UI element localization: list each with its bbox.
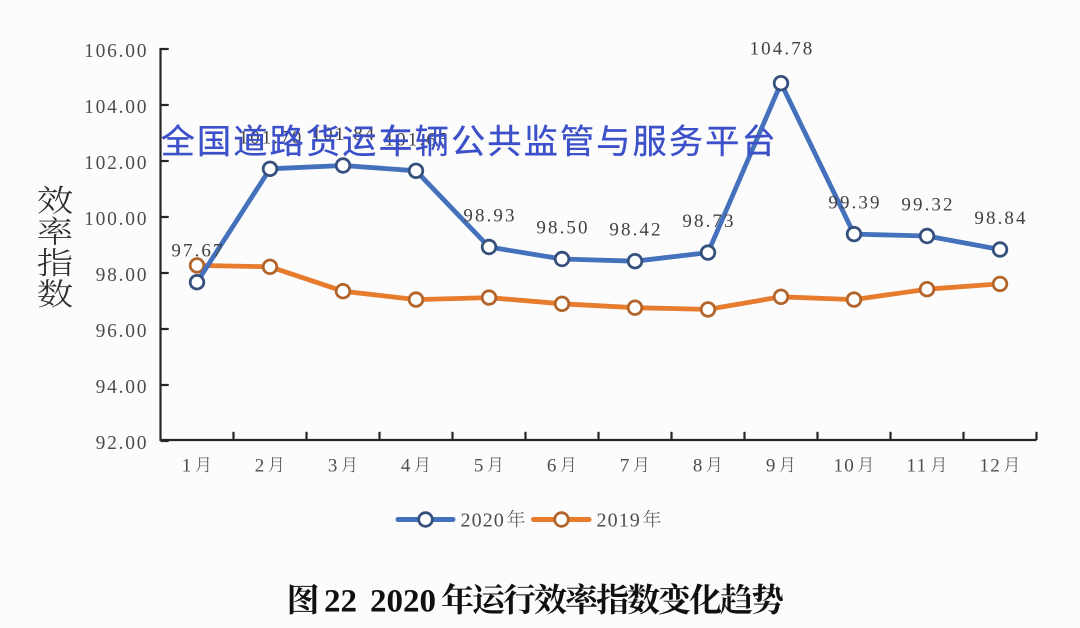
svg-text:99.39: 99.39	[828, 193, 881, 214]
svg-text:104.00: 104.00	[84, 97, 148, 118]
svg-text:22: 22	[324, 584, 357, 620]
svg-text:98.84: 98.84	[974, 208, 1027, 229]
svg-text:9: 9	[766, 456, 777, 477]
svg-text:12: 12	[980, 456, 1002, 477]
svg-text:97.67: 97.67	[171, 241, 224, 262]
svg-text:98.00: 98.00	[96, 265, 149, 286]
svg-text:106.00: 106.00	[84, 41, 148, 62]
svg-text:98.93: 98.93	[463, 206, 516, 227]
svg-text:3: 3	[328, 456, 339, 477]
svg-text:2: 2	[255, 456, 266, 477]
svg-text:5: 5	[474, 456, 485, 477]
svg-text:100.00: 100.00	[84, 209, 148, 230]
svg-text:4: 4	[401, 456, 412, 477]
svg-text:7: 7	[620, 456, 631, 477]
svg-text:6: 6	[547, 456, 558, 477]
svg-text:92.00: 92.00	[96, 433, 149, 454]
svg-text:94.00: 94.00	[96, 377, 149, 398]
svg-text:8: 8	[693, 456, 704, 477]
svg-text:98.42: 98.42	[609, 220, 662, 241]
svg-text:104.78: 104.78	[750, 39, 815, 60]
svg-text:11: 11	[907, 456, 928, 477]
svg-text:2020: 2020	[370, 584, 436, 620]
svg-text:10: 10	[834, 456, 856, 477]
svg-text:2019: 2019	[597, 510, 641, 532]
svg-text:98.73: 98.73	[682, 211, 735, 232]
svg-text:2020: 2020	[461, 510, 505, 532]
svg-text:102.00: 102.00	[84, 153, 148, 174]
svg-text:1: 1	[182, 456, 193, 477]
svg-text:96.00: 96.00	[96, 321, 149, 342]
svg-text:99.32: 99.32	[901, 195, 954, 216]
svg-text:98.50: 98.50	[536, 218, 589, 239]
